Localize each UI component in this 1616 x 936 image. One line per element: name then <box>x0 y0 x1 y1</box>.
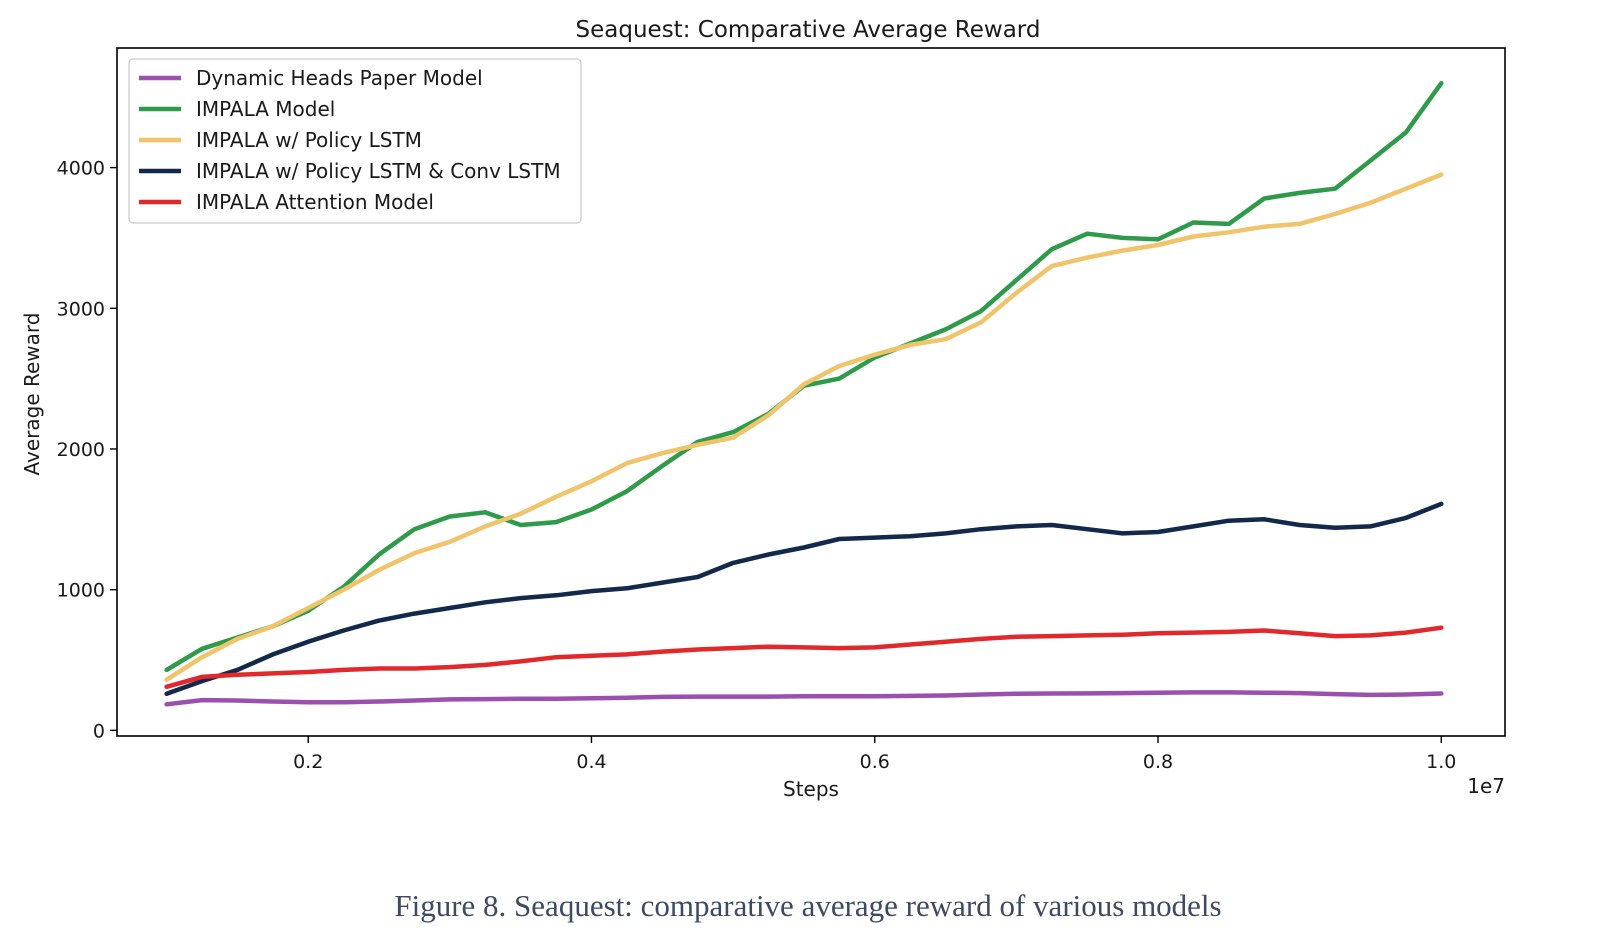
chart-title: Seaquest: Comparative Average Reward <box>576 17 1041 43</box>
figure-caption: Figure 8. Seaquest: comparative average … <box>394 888 1222 923</box>
series-line-3 <box>164 501 1444 697</box>
legend-label: IMPALA w/ Policy LSTM & Conv LSTM <box>196 159 561 183</box>
legend-label: IMPALA w/ Policy LSTM <box>196 128 422 152</box>
series-line-2 <box>164 172 1444 682</box>
series-line-4 <box>164 625 1444 690</box>
legend-label: IMPALA Attention Model <box>196 190 434 214</box>
series-line-0 <box>164 690 1444 707</box>
legend: Dynamic Heads Paper Model IMPALA Model IMP… <box>128 58 582 224</box>
y-axis: 0 1000 2000 3000 4000 <box>57 158 117 742</box>
x-tick-label: 1.0 <box>1426 751 1456 773</box>
y-tick-label: 2000 <box>57 439 105 461</box>
series-layer <box>164 80 1444 707</box>
plot-frame <box>116 47 1506 737</box>
x-axis-offset-text: 1e7 <box>1467 774 1505 798</box>
y-tick-label: 3000 <box>57 298 105 320</box>
y-axis-label: Average Reward <box>20 313 44 476</box>
x-tick-label: 0.2 <box>293 751 323 773</box>
x-tick-label: 0.6 <box>860 751 890 773</box>
legend-box <box>128 58 582 224</box>
legend-label: Dynamic Heads Paper Model <box>196 66 483 90</box>
x-tick-label: 0.4 <box>576 751 606 773</box>
y-tick-label: 0 <box>93 720 105 742</box>
y-tick-label: 1000 <box>57 580 105 602</box>
x-tick-label: 0.8 <box>1143 751 1173 773</box>
y-tick-label: 4000 <box>57 158 105 180</box>
x-axis: 0.2 0.4 0.6 0.8 1.0 <box>293 736 1456 773</box>
x-axis-label: Steps <box>783 777 839 801</box>
legend-entries: Dynamic Heads Paper Model IMPALA Model IMP… <box>139 66 561 214</box>
legend-label: IMPALA Model <box>196 97 335 121</box>
